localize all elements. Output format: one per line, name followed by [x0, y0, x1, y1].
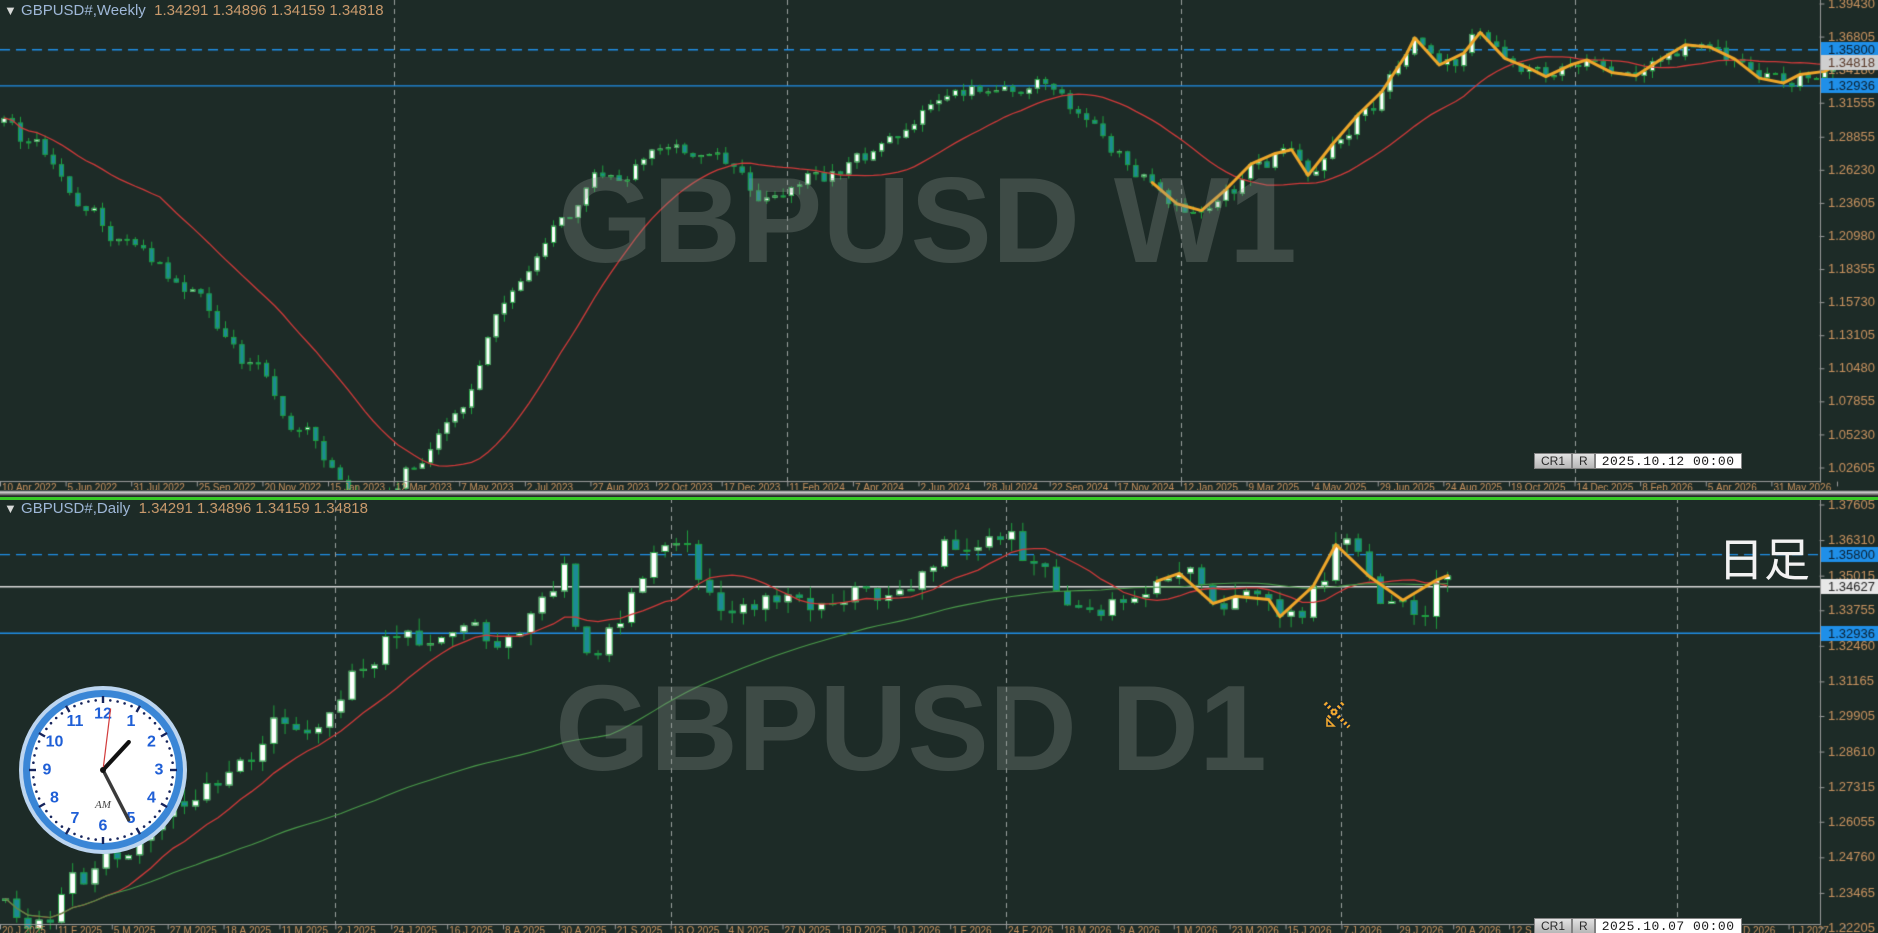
svg-text:3: 3 [155, 762, 164, 779]
svg-text:AM: AM [94, 799, 112, 811]
svg-text:2: 2 [147, 734, 156, 751]
svg-text:9: 9 [43, 762, 52, 779]
svg-text:1: 1 [127, 713, 136, 730]
svg-text:6: 6 [99, 818, 108, 835]
svg-text:11: 11 [67, 713, 84, 730]
svg-text:10: 10 [46, 734, 64, 751]
svg-text:8: 8 [50, 790, 59, 807]
svg-text:7: 7 [71, 810, 80, 827]
svg-text:4: 4 [147, 790, 156, 807]
